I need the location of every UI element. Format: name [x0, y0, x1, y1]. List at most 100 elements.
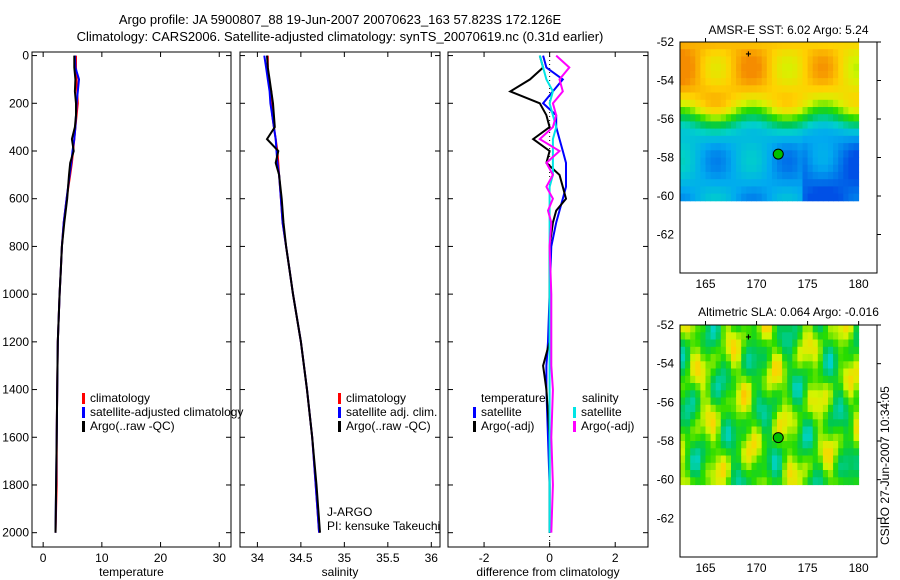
- legend-label: Argo(-adj): [481, 419, 534, 433]
- map-cell: [690, 419, 696, 428]
- map-cell: [792, 332, 798, 341]
- map-cell: [731, 412, 737, 420]
- map-cell: [700, 143, 706, 151]
- map-cell: [777, 441, 783, 449]
- map-cell: [751, 157, 758, 166]
- map-cell: [797, 325, 803, 333]
- map-cell: [771, 193, 778, 202]
- map-cell: [720, 419, 727, 428]
- map-cell: [838, 114, 844, 122]
- map-cell: [690, 78, 696, 86]
- map-cell: [741, 164, 747, 173]
- map-cell: [705, 375, 712, 384]
- map-cell: [685, 397, 691, 406]
- map-cell: [695, 325, 701, 333]
- map-cell: [812, 171, 819, 180]
- map-cell: [715, 164, 722, 173]
- map-cell: [797, 477, 803, 486]
- map-cell: [725, 128, 732, 137]
- map-cell: [782, 186, 788, 195]
- map-cell: [741, 78, 747, 86]
- map-cell: [766, 56, 773, 65]
- map-cell: [853, 448, 860, 457]
- map-cell: [705, 121, 712, 130]
- y-tick-label: -60: [657, 473, 675, 487]
- x-tick-label: 35: [338, 551, 352, 565]
- map-cell: [853, 339, 860, 348]
- map-cell: [838, 346, 844, 355]
- map-cell: [782, 332, 788, 341]
- map-cell: [833, 368, 839, 377]
- map-cell: [741, 455, 747, 464]
- map-cell: [705, 92, 712, 101]
- map-cell: [725, 390, 732, 399]
- map-cell: [680, 171, 686, 180]
- map-cell: [756, 171, 763, 180]
- map-cell: [817, 354, 824, 362]
- map-cell: [792, 462, 798, 471]
- map-cell: [828, 92, 834, 101]
- map-cell: [700, 390, 706, 399]
- map-cell: [771, 470, 778, 478]
- map-cell: [802, 128, 809, 137]
- map-cell: [720, 157, 727, 166]
- map-cell: [853, 49, 860, 57]
- map-cell: [838, 42, 844, 50]
- map-cell: [741, 186, 747, 195]
- map-cell: [787, 150, 793, 158]
- map-cell: [792, 383, 798, 391]
- map-cell: [690, 332, 696, 341]
- map-cell: [766, 455, 773, 464]
- map-cell: [792, 412, 798, 420]
- map-cell: [725, 42, 732, 50]
- map-cell: [848, 339, 854, 348]
- map-cell: [746, 383, 752, 391]
- map-cell: [797, 441, 803, 449]
- map-cell: [746, 186, 752, 195]
- map-cell: [843, 78, 849, 86]
- map-cell: [833, 426, 839, 435]
- map-cell: [685, 455, 691, 464]
- map-cell: [817, 150, 824, 158]
- map-cell: [833, 448, 839, 457]
- map-cell: [838, 433, 844, 442]
- map-cell: [817, 448, 824, 457]
- map-cell: [700, 78, 706, 86]
- map-cell: [695, 361, 701, 370]
- map-cell: [771, 157, 778, 166]
- map-cell: [787, 354, 793, 362]
- map-cell: [705, 426, 712, 435]
- map-cell: [833, 121, 839, 130]
- map-cell: [751, 164, 758, 173]
- map-cell: [756, 448, 763, 457]
- map-cell: [797, 390, 803, 399]
- map-cell: [843, 404, 849, 413]
- map-cell: [690, 171, 696, 180]
- map-cell: [725, 346, 732, 355]
- map-cell: [766, 368, 773, 377]
- legend-label: climatology: [346, 391, 406, 405]
- map-cell: [833, 470, 839, 478]
- map-cell: [838, 56, 844, 65]
- map-cell: [822, 433, 829, 442]
- map-cell: [817, 85, 824, 93]
- map-cell: [782, 157, 788, 166]
- map-cell: [797, 179, 803, 187]
- map-cell: [843, 179, 849, 187]
- map-cell: [838, 121, 844, 130]
- map-cell: [822, 171, 829, 180]
- map-cell: [720, 426, 727, 435]
- map-cell: [848, 433, 854, 442]
- map-cell: [807, 193, 814, 202]
- map-cell: [736, 114, 742, 122]
- map-cell: [736, 70, 742, 79]
- map-cell: [680, 143, 686, 151]
- map-cell: [848, 441, 854, 449]
- map-cell: [715, 346, 722, 355]
- map-cell: [807, 42, 814, 50]
- map-cell: [741, 375, 747, 384]
- map-cell: [817, 477, 824, 486]
